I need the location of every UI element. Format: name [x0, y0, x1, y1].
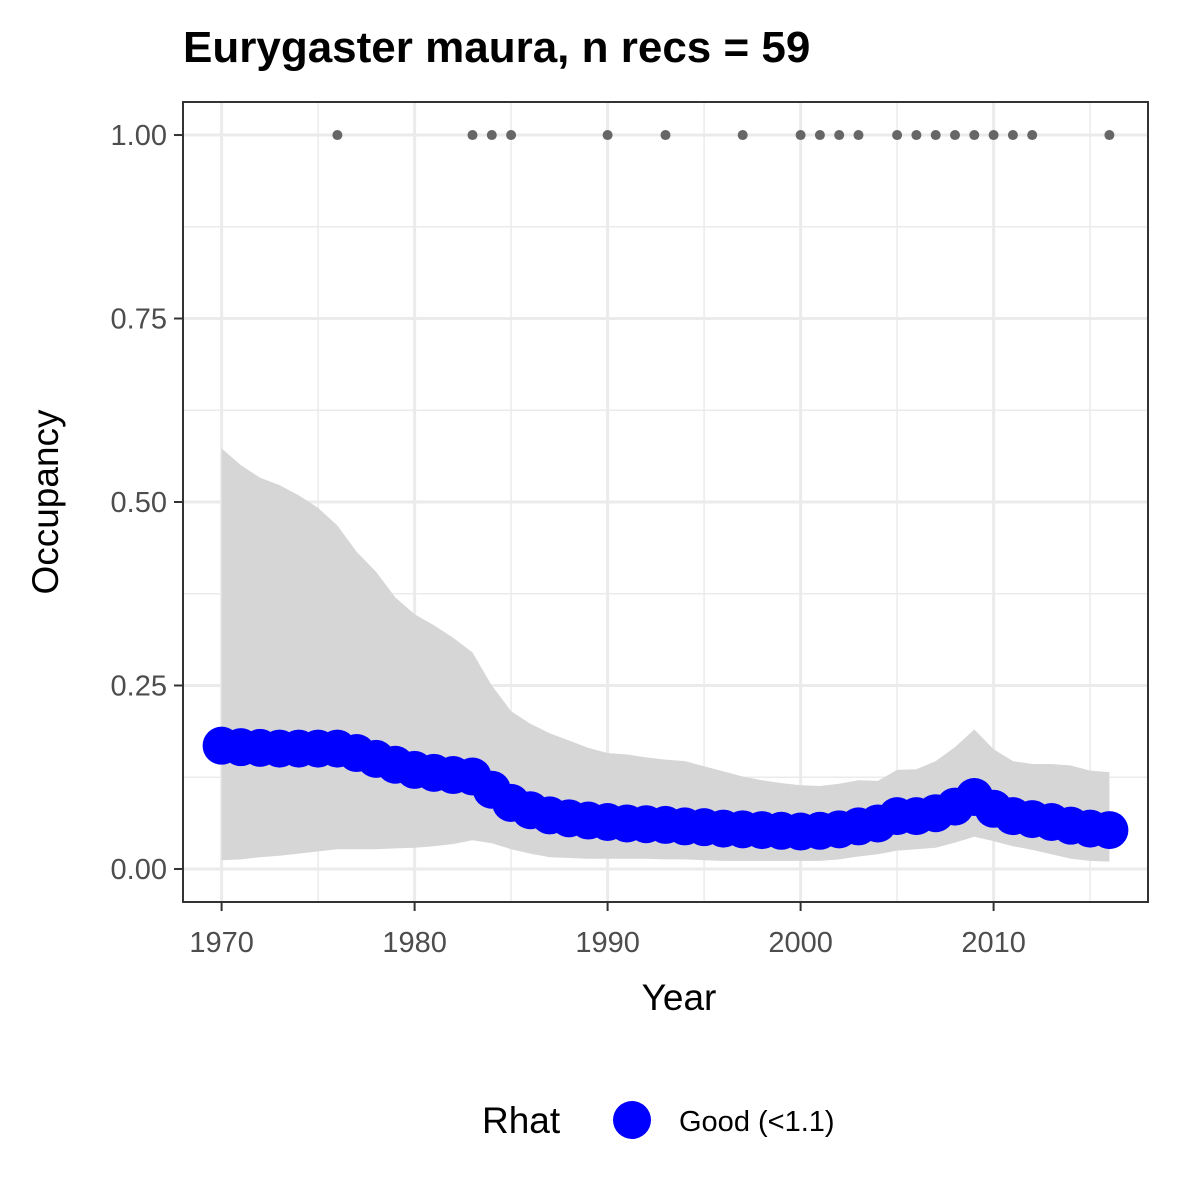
- record-points: [332, 130, 1115, 141]
- record-point: [486, 130, 497, 141]
- x-tick-label: 2000: [768, 927, 833, 959]
- x-tick-label: 2010: [961, 927, 1026, 959]
- record-point: [930, 130, 941, 141]
- y-tick-label: 1.00: [111, 120, 167, 152]
- record-point: [814, 130, 825, 141]
- legend: Rhat Good (<1.1): [482, 1100, 835, 1141]
- record-point: [1027, 130, 1038, 141]
- x-axis-ticks: 1970 1980 1990 2000 2010: [189, 902, 1026, 959]
- x-tick-label: 1980: [382, 927, 447, 959]
- record-point: [467, 130, 478, 141]
- y-axis-ticks: 0.00 0.25 0.50 0.75 1.00: [111, 120, 183, 886]
- record-point: [853, 130, 864, 141]
- record-point: [988, 130, 999, 141]
- x-axis-title: Year: [642, 977, 717, 1018]
- record-point: [660, 130, 671, 141]
- chart-title: Eurygaster maura, n recs = 59: [183, 23, 810, 72]
- record-point: [892, 130, 903, 141]
- record-point: [506, 130, 517, 141]
- legend-title: Rhat: [482, 1100, 561, 1141]
- x-tick-label: 1990: [575, 927, 640, 959]
- record-point: [1007, 130, 1018, 141]
- record-point: [834, 130, 845, 141]
- record-point: [1104, 130, 1115, 141]
- record-point: [332, 130, 343, 141]
- y-tick-label: 0.50: [111, 487, 167, 519]
- y-tick-label: 0.25: [111, 670, 167, 702]
- record-point: [969, 130, 980, 141]
- legend-label: Good (<1.1): [679, 1106, 835, 1138]
- mean-point: [1090, 811, 1129, 850]
- y-tick-label: 0.00: [111, 854, 167, 886]
- x-tick-label: 1970: [189, 927, 254, 959]
- record-point: [795, 130, 806, 141]
- mean-occupancy-points: [202, 726, 1129, 851]
- legend-swatch: [613, 1101, 651, 1139]
- y-tick-label: 0.75: [111, 304, 167, 336]
- record-point: [950, 130, 960, 141]
- y-axis-title: Occupancy: [25, 409, 66, 595]
- record-point: [911, 130, 922, 141]
- record-point: [602, 130, 613, 141]
- record-point: [737, 130, 748, 141]
